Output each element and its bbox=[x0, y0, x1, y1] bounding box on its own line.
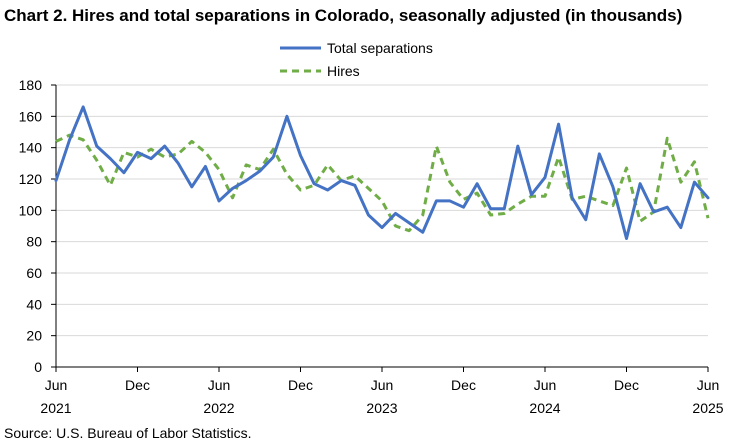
total-separations-line bbox=[54, 105, 710, 241]
x-tick-year-label: 2022 bbox=[203, 400, 234, 416]
chart-title: Chart 2. Hires and total separations in … bbox=[4, 6, 683, 25]
x-tick-year-label: 2021 bbox=[40, 400, 71, 416]
y-tick-label: 100 bbox=[19, 202, 43, 218]
legend: Total separations Hires bbox=[280, 40, 433, 79]
y-tick-label: 60 bbox=[26, 265, 42, 281]
series-lines bbox=[54, 105, 710, 241]
x-tick-label: Jun bbox=[697, 377, 720, 393]
x-tick-label: Dec bbox=[125, 377, 150, 393]
y-tick-label: 180 bbox=[19, 77, 43, 93]
y-tick-label: 40 bbox=[26, 296, 42, 312]
x-tick-label: Jun bbox=[208, 377, 231, 393]
axes: 0 20 40 60 80 100 120 140 160 180 Jun 2021 Dec Jun 202… bbox=[19, 77, 724, 416]
source-note: Source: U.S. Bureau of Labor Statistics. bbox=[4, 425, 252, 441]
x-tick-label: Jun bbox=[534, 377, 557, 393]
gridlines bbox=[56, 84, 708, 337]
x-tick-label: Dec bbox=[614, 377, 639, 393]
legend-label: Total separations bbox=[327, 40, 433, 56]
y-tick-label: 20 bbox=[26, 328, 42, 344]
y-tick-label: 80 bbox=[26, 234, 42, 250]
y-tick-label: 0 bbox=[34, 359, 42, 375]
x-tick-label: Jun bbox=[45, 377, 68, 393]
x-tick-label: Dec bbox=[451, 377, 476, 393]
y-tick-label: 140 bbox=[19, 140, 43, 156]
y-tick-label: 160 bbox=[19, 108, 43, 124]
x-tick-year-label: 2025 bbox=[692, 400, 723, 416]
x-tick-label: Jun bbox=[371, 377, 394, 393]
y-tick-label: 120 bbox=[19, 171, 43, 187]
x-tick-year-label: 2023 bbox=[366, 400, 397, 416]
x-tick-year-label: 2024 bbox=[529, 400, 560, 416]
x-tick-label: Dec bbox=[288, 377, 313, 393]
legend-label: Hires bbox=[327, 63, 360, 79]
